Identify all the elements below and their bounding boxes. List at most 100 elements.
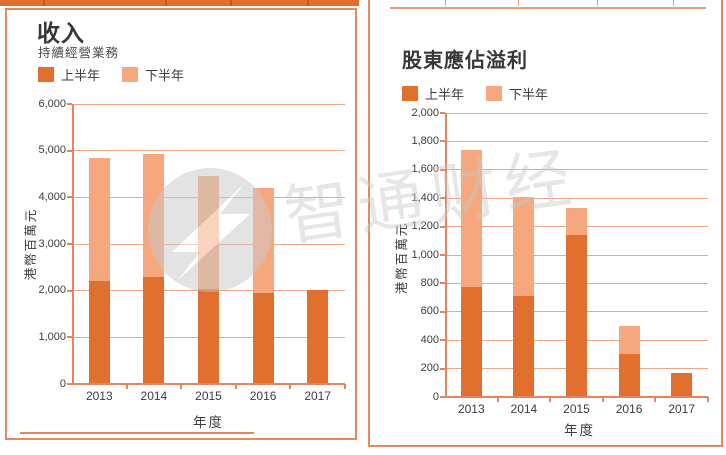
y-axis-tick	[440, 112, 445, 114]
y-tick-label: 0	[59, 377, 66, 390]
x-tick-label-2016: 2016	[249, 389, 277, 403]
y-axis-tick	[67, 243, 72, 245]
top-rule-tick	[518, 0, 519, 6]
gridline	[72, 103, 345, 105]
x-axis-tick	[601, 397, 604, 402]
profit-stacked-bar-chart: 0 200 400 600 800 1,000 1,200 1,400 1,600 1,800 2,…	[411, 107, 709, 416]
legend-label: 上半年	[61, 68, 101, 83]
first-half-swatch-icon	[402, 86, 418, 101]
y-axis-line	[72, 104, 74, 384]
y-axis-tick	[440, 339, 445, 342]
bar-2016-second-half	[252, 188, 274, 293]
legend-label: 下半年	[509, 87, 549, 102]
y-axis-tick	[67, 149, 72, 152]
bar-2014-first-half	[513, 296, 535, 397]
top-orange-bar	[0, 0, 359, 6]
revenue-stacked-bar-chart: 0 1,000 2,000 3,000 4,000 5,000 6,000 2013 2014 2…	[38, 98, 346, 403]
y-axis-tick	[440, 197, 445, 200]
x-axis-tick	[654, 397, 657, 402]
y-axis-tick	[67, 196, 72, 199]
y-tick-label: 5,000	[38, 144, 66, 157]
y-axis-tick	[67, 383, 72, 385]
revenue-title: 收入	[37, 20, 85, 46]
top-rule-tick	[597, 0, 598, 6]
x-tick-label-2013: 2013	[85, 389, 113, 403]
legend-label: 下半年	[145, 68, 185, 83]
y-tick-label: 4,000	[38, 190, 66, 203]
bar-2013-first-half	[460, 286, 482, 397]
profit-y-axis-label: 港幣百萬元	[395, 221, 409, 295]
top-rule-tick	[673, 0, 674, 6]
x-tick-label-2017: 2017	[668, 402, 696, 416]
y-tick-label: 3,000	[38, 237, 66, 250]
first-half-swatch-icon	[38, 67, 54, 82]
revenue-y-axis-label: 港幣百萬元	[24, 207, 38, 281]
legend-item-first-half: 上半年	[402, 84, 464, 103]
bar-2015-first-half	[566, 235, 587, 397]
y-tick-label: 0	[432, 390, 439, 403]
legend-item-first-half: 上半年	[38, 65, 100, 84]
x-tick-label-2014: 2014	[510, 402, 538, 416]
x-axis-tick	[496, 397, 499, 402]
bar-2013-first-half	[88, 281, 110, 384]
second-half-swatch-icon	[122, 67, 139, 82]
profit-legend: 上半年 下半年	[402, 84, 570, 103]
x-axis-tick	[344, 384, 346, 389]
x-axis-line	[445, 396, 708, 398]
profit-panel: 股東應佔溢利 上半年 下半年 0 200 400 600 800 1,000 1,200 1,…	[368, 0, 723, 447]
y-axis-tick	[67, 336, 72, 339]
y-tick-label: 200	[420, 362, 439, 375]
y-axis-tick	[440, 225, 445, 228]
top-bar-tick	[230, 0, 232, 6]
x-axis-tick	[707, 397, 709, 402]
bar-2016-first-half	[252, 293, 274, 384]
top-bar-tick	[43, 0, 45, 6]
x-axis-tick	[180, 384, 183, 389]
x-axis-tick	[549, 397, 552, 402]
x-axis-tick	[289, 384, 292, 389]
y-tick-label: 800	[420, 276, 439, 289]
y-axis-tick	[440, 282, 445, 285]
gridline	[445, 169, 708, 171]
bar-2016-first-half	[618, 354, 640, 397]
legend-item-second-half: 下半年	[122, 65, 184, 84]
y-tick-label: 2,000	[411, 106, 439, 119]
bar-2015-second-half	[566, 208, 587, 236]
panel-bottom-rule	[20, 432, 254, 434]
x-axis-tick	[234, 384, 237, 389]
profit-title: 股東應佔溢利	[402, 50, 528, 72]
y-axis-tick	[440, 367, 445, 370]
profit-x-axis-label: 年度	[564, 423, 595, 438]
bar-2017-first-half	[671, 372, 693, 397]
y-axis-tick	[440, 168, 445, 171]
y-tick-label: 2,000	[38, 284, 66, 297]
x-tick-label-2016: 2016	[615, 402, 643, 416]
y-axis-tick	[67, 103, 72, 105]
bar-2015-first-half	[198, 289, 219, 384]
gridline	[445, 140, 708, 142]
revenue-panel: 收入 持續經營業務 上半年 下半年 0 1,000 2,000 3,000 4,000 5…	[5, 8, 357, 440]
gridline	[445, 112, 708, 114]
y-axis-tick	[440, 254, 445, 256]
top-rule-tick	[445, 0, 446, 6]
y-tick-label: 1,800	[411, 134, 439, 147]
x-tick-label-2014: 2014	[140, 389, 168, 403]
y-tick-label: 1,000	[411, 248, 439, 261]
y-axis-tick	[440, 310, 445, 313]
legend-item-second-half: 下半年	[486, 84, 548, 103]
y-tick-label: 600	[420, 305, 439, 318]
bar-2015-second-half	[198, 175, 219, 290]
top-bar-tick	[165, 0, 167, 6]
y-tick-label: 1,600	[411, 163, 439, 176]
y-axis-tick	[67, 289, 72, 292]
revenue-legend: 上半年 下半年	[38, 65, 206, 84]
gridline	[445, 197, 708, 199]
bar-2017-first-half	[307, 289, 329, 384]
revenue-x-axis-label: 年度	[193, 415, 224, 430]
y-tick-label: 1,000	[38, 330, 66, 343]
top-thin-rule	[390, 7, 706, 9]
gridline	[72, 150, 345, 152]
top-bar-tick	[307, 0, 309, 6]
x-tick-label-2017: 2017	[304, 389, 332, 403]
legend-label: 上半年	[425, 87, 465, 102]
